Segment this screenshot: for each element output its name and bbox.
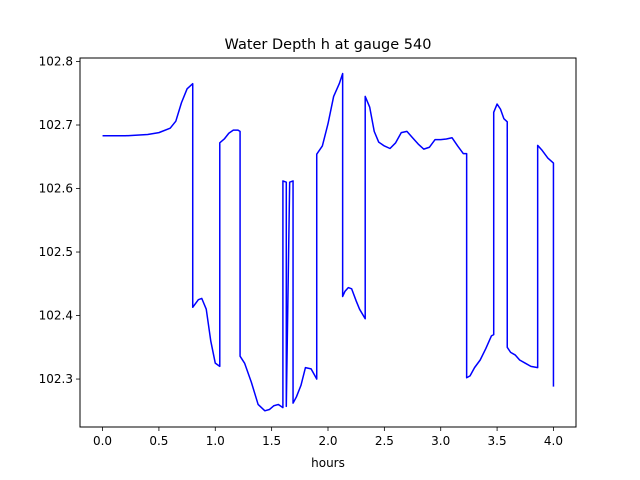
x-tick-label: 2.5 <box>375 434 394 448</box>
chart-title: Water Depth h at gauge 540 <box>225 37 432 53</box>
x-axis: 0.0 0.5 1.0 1.5 2.0 2.5 3.0 3.5 4.0 <box>93 427 563 448</box>
x-tick-label: 3.5 <box>488 434 507 448</box>
series-line <box>102 72 555 412</box>
x-tick-label: 3.0 <box>431 434 450 448</box>
y-tick-label: 102.7 <box>39 118 73 132</box>
x-tick-label: 2.0 <box>318 434 337 448</box>
y-tick-label: 102.5 <box>39 245 73 259</box>
y-tick-label: 102.8 <box>39 54 73 68</box>
x-axis-label: hours <box>311 456 345 470</box>
series-layer <box>102 72 555 412</box>
y-tick-label: 102.6 <box>39 182 73 196</box>
x-tick-label: 0.5 <box>149 434 168 448</box>
y-tick-label: 102.4 <box>39 309 73 323</box>
x-tick-label: 1.0 <box>206 434 225 448</box>
x-tick-label: 1.5 <box>262 434 281 448</box>
y-axis: 102.3 102.4 102.5 102.6 102.7 102.8 <box>39 54 80 386</box>
x-tick-label: 0.0 <box>93 434 112 448</box>
y-tick-label: 102.3 <box>39 372 73 386</box>
x-tick-label: 4.0 <box>544 434 563 448</box>
